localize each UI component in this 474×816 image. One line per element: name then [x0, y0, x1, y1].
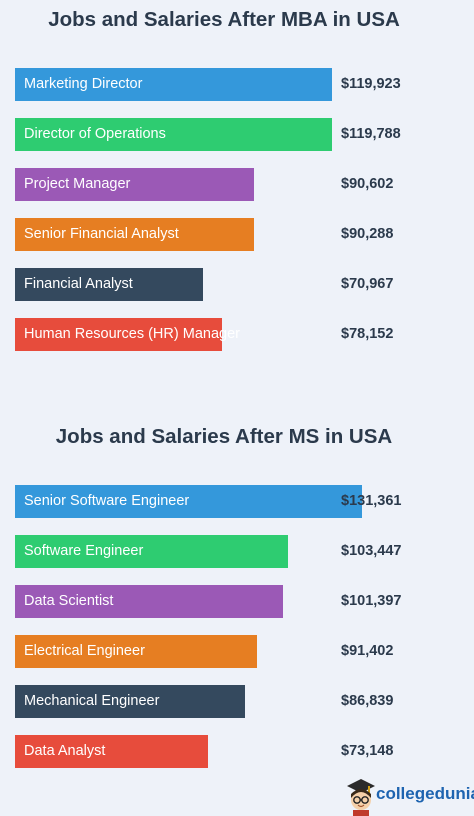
mba-bar	[15, 68, 332, 101]
mba-bar-label: Director of Operations	[24, 126, 166, 142]
ms-bar	[15, 485, 362, 518]
ms-bar-label: Mechanical Engineer	[24, 693, 160, 709]
ms-bar	[15, 535, 288, 568]
ms-bar	[15, 635, 257, 668]
mba-bar-label: Senior Financial Analyst	[24, 226, 179, 242]
ms-bar-label: Senior Software Engineer	[24, 493, 190, 509]
ms-bar-label: Electrical Engineer	[24, 643, 145, 659]
mba-value-label: $70,967	[341, 276, 394, 292]
mba-value-label: $90,602	[341, 176, 394, 192]
mba-value-label: $119,923	[341, 76, 401, 92]
mba-bar	[15, 118, 332, 151]
mba-value-label: $90,288	[341, 226, 394, 242]
mba-bar	[15, 268, 203, 301]
mba-bar-label: Human Resources (HR) Manager	[24, 326, 240, 342]
ms-bar-label: Data Scientist	[24, 593, 114, 609]
mba-value-label: $78,152	[341, 326, 394, 342]
graduate-mascot-icon	[347, 779, 375, 816]
ms-value-label: $131,361	[341, 493, 402, 509]
ms-chart-title: Jobs and Salaries After MS in USA	[55, 425, 393, 448]
mba-value-label: $119,788	[341, 126, 401, 142]
ms-bar	[15, 685, 245, 718]
ms-value-label: $103,447	[341, 543, 402, 559]
ms-value-label: $91,402	[341, 643, 394, 659]
ms-value-label: $73,148	[341, 743, 394, 759]
logo-text: collegedunia	[376, 784, 474, 803]
mba-bar-label: Financial Analyst	[24, 276, 133, 292]
ms-bar-label: Data Analyst	[24, 743, 106, 759]
ms-bar	[15, 735, 208, 768]
collegedunia-logo: collegedunia	[344, 774, 474, 816]
ms-bar-label: Software Engineer	[24, 543, 144, 559]
mba-bar	[15, 218, 254, 251]
mba-bar	[15, 168, 254, 201]
ms-value-label: $101,397	[341, 593, 402, 609]
mba-chart-title: Jobs and Salaries After MBA in USA	[48, 8, 400, 31]
mba-bar-label: Project Manager	[24, 176, 131, 192]
ms-value-label: $86,839	[341, 693, 394, 709]
mba-bar-label: Marketing Director	[24, 76, 143, 92]
ms-bar	[15, 585, 283, 618]
mba-bar	[15, 318, 222, 351]
